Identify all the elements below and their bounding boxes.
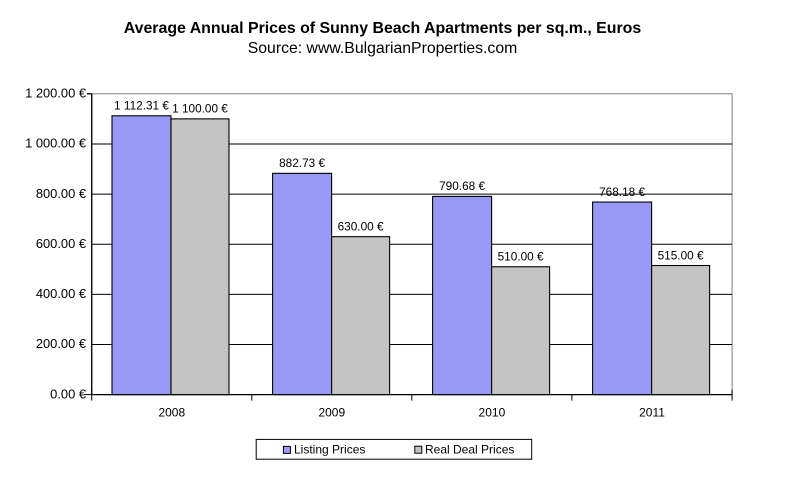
svg-text:2009: 2009: [318, 406, 345, 420]
svg-text:0.00 €: 0.00 €: [50, 386, 86, 401]
svg-text:800.00 €: 800.00 €: [36, 186, 86, 201]
svg-text:Listing Prices: Listing Prices: [294, 443, 365, 457]
svg-text:1 112.31 €: 1 112.31 €: [114, 99, 169, 113]
svg-text:400.00 €: 400.00 €: [36, 286, 86, 301]
svg-text:1 100.00 €: 1 100.00 €: [172, 102, 228, 116]
svg-text:768.18 €: 768.18 €: [599, 185, 645, 199]
svg-text:1 000.00 €: 1 000.00 €: [25, 136, 86, 151]
svg-text:Real Deal Prices: Real Deal Prices: [425, 443, 514, 457]
svg-text:882.73 €: 882.73 €: [279, 156, 325, 170]
svg-text:630.00 €: 630.00 €: [338, 219, 384, 233]
svg-text:2010: 2010: [479, 406, 506, 420]
svg-text:515.00 €: 515.00 €: [658, 248, 704, 262]
svg-text:1 200.00 €: 1 200.00 €: [25, 86, 86, 101]
svg-text:600.00 €: 600.00 €: [36, 236, 86, 251]
svg-text:200.00 €: 200.00 €: [36, 336, 86, 351]
svg-text:510.00 €: 510.00 €: [498, 250, 544, 264]
svg-text:790.68 €: 790.68 €: [439, 179, 485, 193]
svg-text:2011: 2011: [639, 406, 665, 420]
svg-text:2008: 2008: [158, 406, 185, 420]
